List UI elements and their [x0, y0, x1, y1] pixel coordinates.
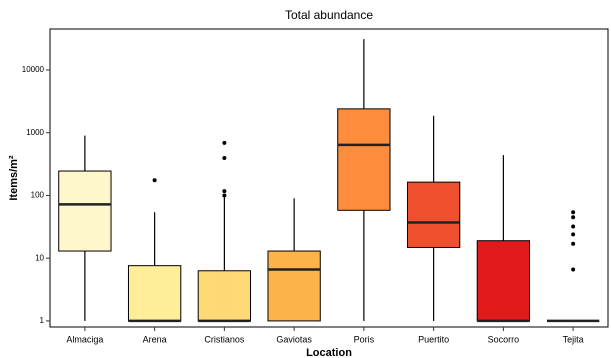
- x-axis-label: Location: [306, 347, 352, 358]
- y-tick-label: 1000: [26, 128, 44, 137]
- x-tick-label: Socorro: [488, 334, 520, 344]
- outlier: [222, 193, 227, 198]
- box: [197, 270, 252, 322]
- x-tick-label: Cristianos: [204, 334, 245, 344]
- outlier: [571, 267, 576, 272]
- x-tick-label: Puertito: [418, 334, 449, 344]
- outlier: [571, 241, 576, 246]
- box: [476, 240, 531, 322]
- outlier: [152, 178, 157, 183]
- outlier: [222, 189, 227, 194]
- box: [337, 108, 391, 211]
- box: [127, 265, 182, 322]
- outlier: [222, 140, 227, 145]
- outlier: [571, 215, 576, 220]
- box: [406, 181, 461, 249]
- x-tick-label: Gaviotas: [276, 334, 312, 344]
- x-tick-label: Poris: [354, 334, 375, 344]
- outlier: [571, 210, 576, 215]
- outlier: [571, 224, 576, 229]
- box: [58, 170, 112, 252]
- y-tick-label: 1: [40, 316, 45, 325]
- y-tick-label: 10: [35, 253, 44, 262]
- y-axis-label: Items/m²: [8, 155, 20, 201]
- outlier: [222, 156, 227, 161]
- box: [267, 250, 321, 322]
- y-tick-label: 10000: [22, 65, 45, 74]
- panel-border: [49, 28, 609, 328]
- y-tick-label: 100: [31, 191, 45, 200]
- outlier: [571, 232, 576, 237]
- x-tick-label: Tejita: [563, 334, 584, 344]
- chart-title: Total abundance: [285, 8, 373, 22]
- x-tick-label: Almaciga: [66, 334, 103, 344]
- x-tick-label: Arena: [143, 334, 167, 344]
